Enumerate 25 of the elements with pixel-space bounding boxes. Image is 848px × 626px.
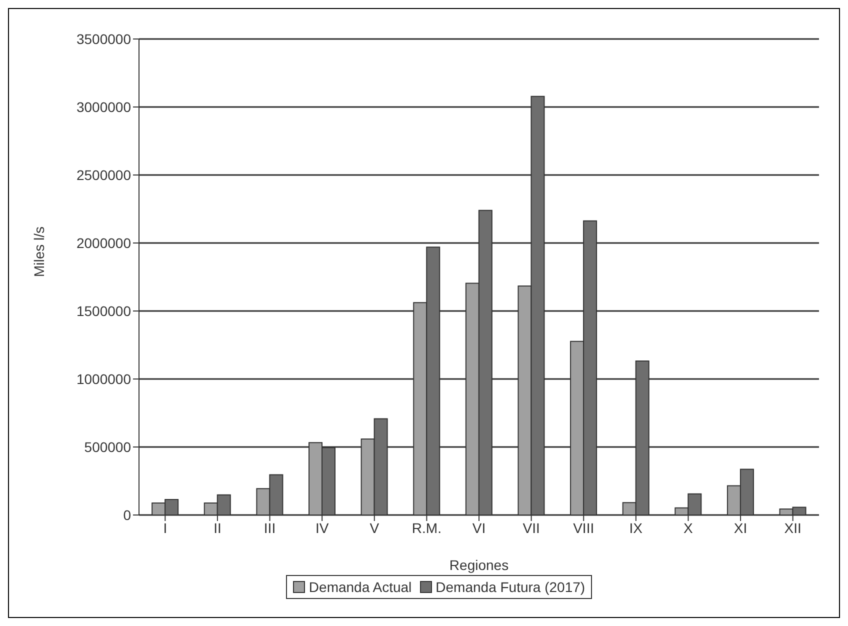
y-tick-label: 1500000 — [76, 302, 132, 319]
y-tick-label: 3500000 — [76, 30, 132, 47]
x-tick-label: IV — [315, 520, 330, 536]
x-tick-label: XII — [784, 520, 802, 536]
x-tick-label: VI — [472, 520, 486, 536]
legend-label: Demanda Futura (2017) — [434, 579, 586, 595]
y-tick-label: 2000000 — [76, 234, 132, 251]
legend-label: Demanda Actual — [308, 579, 412, 595]
x-tick-label: II — [214, 520, 222, 536]
y-tick-label: 1000000 — [76, 370, 132, 387]
x-tick-label: IX — [629, 520, 644, 536]
x-tick-label: VII — [522, 520, 540, 536]
y-tick-label: 2500000 — [76, 166, 132, 183]
y-tick-label: 3000000 — [76, 98, 132, 115]
x-tick-label: I — [163, 520, 168, 536]
x-tick-label: R.M. — [412, 520, 442, 536]
x-tick-label: V — [370, 520, 380, 536]
x-tick-label: III — [264, 520, 276, 536]
x-tick-label: X — [684, 520, 694, 536]
x-axis-title: Regiones — [449, 557, 509, 573]
y-tick-label: 0 — [123, 506, 132, 523]
x-tick-label: VIII — [573, 520, 594, 536]
y-axis-title: Miles l/s — [30, 226, 47, 277]
y-tick-label: 500000 — [84, 438, 132, 455]
x-tick-label: XI — [734, 520, 748, 536]
